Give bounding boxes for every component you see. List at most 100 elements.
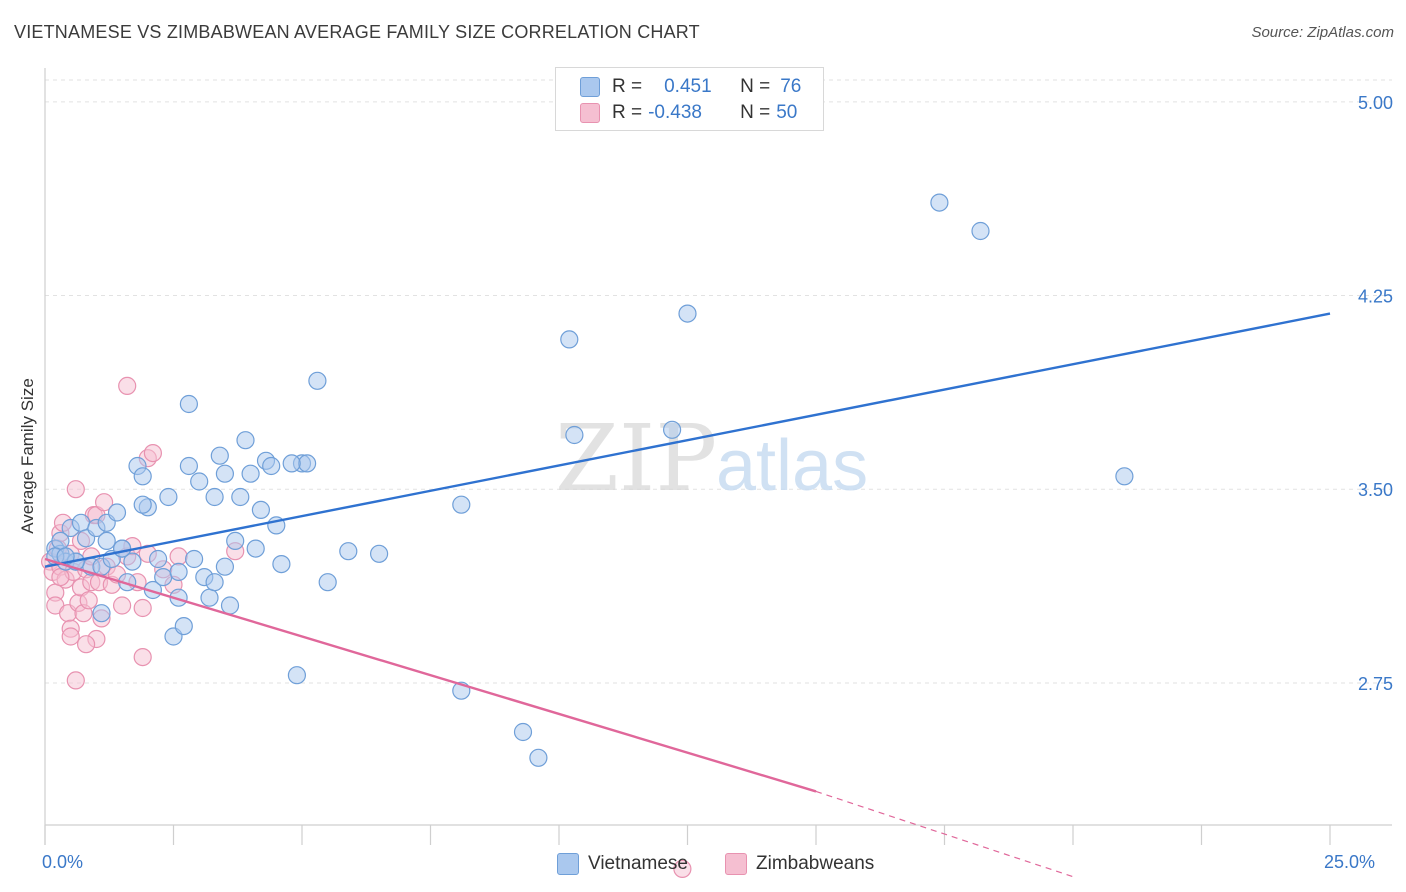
point-vietnamese: [220, 596, 240, 615]
point-vietnamese: [205, 487, 224, 507]
series-legend: Vietnamese Zimbabweans: [0, 850, 1406, 878]
legend-r-value: 0.451: [664, 76, 712, 97]
legend-label-vietnamese: Vietnamese: [588, 853, 688, 874]
point-vietnamese: [200, 588, 219, 607]
point-vietnamese: [159, 487, 178, 507]
point-vietnamese: [971, 221, 990, 241]
point-vietnamese: [529, 748, 548, 767]
point-vietnamese: [97, 531, 116, 551]
legend-row-zimbabweans: R = -0.438 N = 50: [580, 100, 797, 126]
point-vietnamese: [513, 722, 533, 742]
point-zimbabweans: [143, 444, 162, 463]
point-vietnamese: [205, 573, 224, 592]
point-vietnamese: [246, 539, 265, 558]
point-vietnamese: [251, 500, 270, 519]
point-zimbabweans: [133, 598, 152, 618]
y-tick-label: 5.00: [1358, 93, 1393, 113]
y-tick-labels: 2.75 3.50 4.25 5.00: [1358, 93, 1393, 694]
point-vietnamese: [678, 304, 697, 323]
point-vietnamese: [370, 544, 389, 563]
y-tick-label: 3.50: [1358, 480, 1393, 500]
point-vietnamese: [71, 513, 91, 532]
point-vietnamese: [282, 454, 301, 473]
legend-swatch-blue: [580, 77, 600, 97]
watermark-zip: ZIP: [555, 405, 717, 512]
point-vietnamese: [930, 193, 949, 212]
axes: [44, 68, 1392, 845]
watermark-atlas: atlas: [716, 426, 868, 506]
legend-item-zimbabweans[interactable]: Zimbabweans: [725, 850, 874, 878]
legend-n-value: 50: [776, 102, 798, 123]
chart-title: VIETNAMESE VS ZIMBABWEAN AVERAGE FAMILY …: [14, 22, 700, 42]
point-vietnamese: [92, 604, 111, 623]
point-vietnamese: [308, 371, 327, 390]
point-vietnamese: [169, 562, 188, 582]
point-vietnamese: [107, 503, 127, 522]
point-zimbabweans: [673, 859, 692, 879]
gridlines: [45, 79, 1392, 684]
point-vietnamese: [112, 539, 132, 558]
point-zimbabweans: [61, 627, 80, 646]
point-vietnamese: [452, 495, 471, 514]
point-zimbabweans: [133, 647, 152, 667]
point-vietnamese: [215, 557, 234, 576]
point-vietnamese: [149, 549, 168, 569]
point-zimbabweans: [51, 567, 70, 587]
legend-item-vietnamese[interactable]: Vietnamese: [557, 850, 688, 878]
point-zimbabweans: [169, 547, 188, 566]
point-vietnamese: [133, 467, 152, 486]
source-label: Source: ZipAtlas.com: [1251, 24, 1394, 41]
point-vietnamese: [241, 464, 260, 483]
legend-n-label: N =: [740, 102, 771, 123]
y-tick-label: 4.25: [1358, 287, 1393, 307]
point-vietnamese: [565, 425, 584, 445]
trend-line-vietnamese: [44, 312, 1331, 568]
legend-r-label: R =: [612, 76, 643, 97]
watermark: ZIP atlas: [555, 405, 868, 512]
point-vietnamese: [560, 330, 579, 349]
point-vietnamese: [1115, 467, 1134, 486]
point-vietnamese: [174, 616, 193, 636]
trend-line-zimbabweans: [44, 557, 817, 793]
point-vietnamese: [190, 472, 209, 491]
x-tick-label-min: 0.0%: [42, 852, 84, 872]
legend-n-value: 76: [780, 76, 802, 97]
point-vietnamese: [215, 464, 234, 483]
point-vietnamese: [226, 531, 245, 551]
legend-r-value: -0.438: [648, 102, 702, 123]
point-zimbabweans: [76, 635, 96, 654]
point-vietnamese: [179, 456, 198, 476]
legend-r-label: R =: [612, 102, 643, 123]
point-zimbabweans: [118, 376, 137, 395]
point-vietnamese: [298, 454, 317, 473]
point-vietnamese: [133, 495, 152, 514]
point-vietnamese: [210, 446, 229, 465]
y-axis-label: Average Family Size: [18, 378, 37, 534]
point-zimbabweans: [112, 596, 132, 615]
point-zimbabweans: [66, 671, 85, 690]
point-zimbabweans: [94, 493, 114, 512]
point-vietnamese: [272, 554, 291, 574]
trend-line-zimbabweans-extension: [815, 790, 1074, 878]
y-tick-label: 2.75: [1358, 674, 1393, 694]
x-tick-label-max: 25.0%: [1324, 852, 1376, 872]
point-vietnamese: [231, 487, 250, 507]
point-vietnamese: [123, 552, 142, 571]
point-vietnamese: [339, 542, 358, 561]
legend-row-vietnamese: R = 0.451 N = 76: [580, 74, 801, 100]
legend-swatch-zimbabweans: [725, 853, 747, 875]
trend-lines: [44, 312, 1331, 878]
point-vietnamese: [51, 531, 70, 551]
point-vietnamese: [318, 573, 337, 592]
point-vietnamese: [154, 567, 173, 587]
legend-n-label: N =: [740, 76, 771, 97]
point-vietnamese: [262, 456, 281, 476]
point-vietnamese: [287, 666, 306, 685]
point-zimbabweans: [79, 591, 98, 610]
point-vietnamese: [662, 420, 682, 439]
point-vietnamese: [236, 431, 255, 450]
legend-swatch-pink: [580, 103, 600, 123]
point-vietnamese: [185, 549, 204, 569]
legend-swatch-vietnamese: [557, 853, 579, 875]
